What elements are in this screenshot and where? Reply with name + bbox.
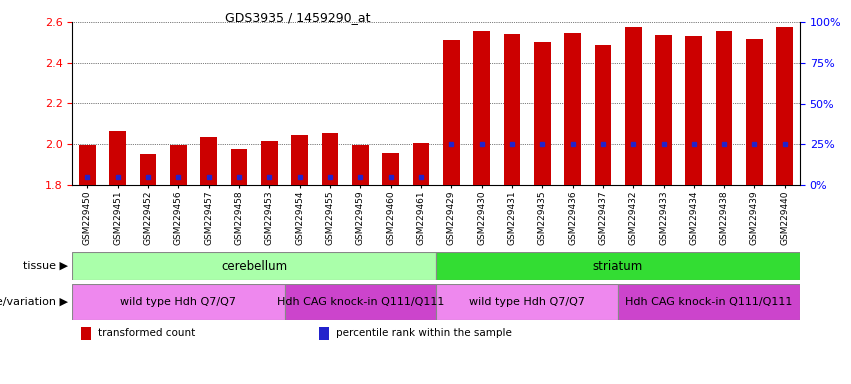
Bar [261, 141, 277, 185]
Bar [595, 45, 611, 185]
Text: wild type Hdh Q7/Q7: wild type Hdh Q7/Q7 [469, 297, 585, 307]
Bar [413, 143, 429, 185]
Bar [72, 252, 436, 280]
Bar [140, 154, 157, 185]
Bar [322, 133, 339, 185]
Bar [170, 145, 186, 185]
Text: wild type Hdh Q7/Q7: wild type Hdh Q7/Q7 [121, 297, 237, 307]
Bar [776, 27, 793, 185]
Bar [79, 145, 96, 185]
Text: Hdh CAG knock-in Q111/Q111: Hdh CAG knock-in Q111/Q111 [625, 297, 792, 307]
Bar [443, 40, 460, 185]
Bar [504, 34, 520, 185]
Bar [352, 145, 368, 185]
Bar [716, 31, 733, 185]
Bar [534, 42, 551, 185]
Bar [618, 284, 800, 320]
Text: cerebellum: cerebellum [221, 260, 288, 273]
Bar [72, 284, 284, 320]
Text: transformed count: transformed count [98, 328, 195, 338]
Bar [564, 33, 581, 185]
Bar [231, 149, 248, 185]
Bar [110, 131, 126, 185]
Bar [436, 252, 800, 280]
Bar [382, 154, 399, 185]
Bar [473, 31, 490, 185]
Text: tissue ▶: tissue ▶ [23, 261, 68, 271]
Text: genotype/variation ▶: genotype/variation ▶ [0, 297, 68, 307]
Bar [201, 137, 217, 185]
Text: Hdh CAG knock-in Q111/Q111: Hdh CAG knock-in Q111/Q111 [277, 297, 444, 307]
Bar [284, 284, 436, 320]
Bar [655, 35, 671, 185]
Text: striatum: striatum [593, 260, 643, 273]
Bar [686, 36, 702, 185]
Bar [625, 27, 642, 185]
Bar [291, 135, 308, 185]
Bar [746, 39, 762, 185]
Text: percentile rank within the sample: percentile rank within the sample [336, 328, 512, 338]
Bar [436, 284, 618, 320]
Text: GDS3935 / 1459290_at: GDS3935 / 1459290_at [226, 12, 370, 25]
